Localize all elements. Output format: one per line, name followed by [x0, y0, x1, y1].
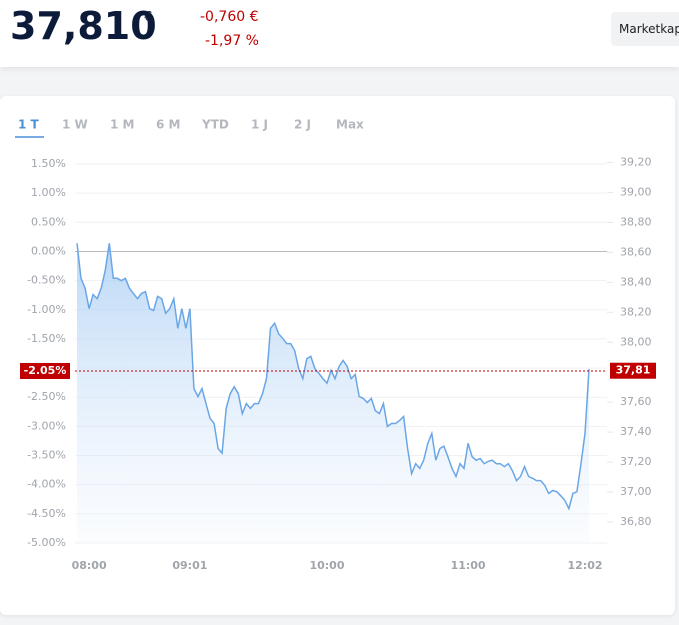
y2-tick-label: 39,20 [620, 156, 652, 169]
x-tick-label: 09:01 [172, 559, 207, 572]
y2-tick-label: 37,40 [620, 425, 652, 438]
current-price-box [610, 362, 656, 379]
y-tick-label: 1.00% [31, 186, 66, 199]
tab[interactable]: Max [336, 118, 364, 132]
market-cap-button[interactable]: Marketkap [611, 12, 679, 46]
y-tick-label: -5.00% [27, 536, 66, 549]
price: 37,810 [10, 4, 157, 48]
price-line [76, 243, 590, 511]
y-tick-label: -0.50% [27, 274, 66, 287]
x-tick-label: 10:00 [309, 559, 344, 572]
x-tick-label: 08:00 [72, 559, 107, 572]
current-price-label: 37,81 [616, 364, 651, 377]
y-tick-label: 1.50% [31, 157, 66, 170]
y2-tick-label: 37,20 [620, 455, 652, 468]
y2-tick-label: 38,80 [620, 215, 652, 228]
y2-tick-label: 39,00 [620, 185, 652, 198]
tab[interactable]: 2 J [294, 118, 311, 132]
y2-tick-label: 36,80 [620, 515, 652, 528]
tab[interactable]: 6 M [156, 118, 180, 132]
y2-tick-label: 38,60 [620, 245, 652, 258]
area [77, 243, 590, 544]
x-tick-label: 11:00 [451, 559, 486, 572]
y2-tick-label: 37,60 [620, 395, 652, 408]
y2-tick-label: 37,00 [620, 485, 652, 498]
y-tick-label: -1.50% [27, 332, 66, 345]
y-tick-label: -4.00% [27, 478, 66, 491]
y-tick-label: -1.00% [27, 303, 66, 316]
y2-tick-label: 38,00 [620, 335, 652, 348]
y-tick-label: -2.50% [27, 390, 66, 403]
y-tick-label: -3.00% [27, 419, 66, 432]
tab[interactable]: 1 T [18, 118, 40, 132]
tab[interactable]: 1 M [110, 118, 134, 132]
tab[interactable]: 1 J [251, 118, 268, 132]
y2-tick-label: 38,20 [620, 305, 652, 318]
y-tick-label: 0.00% [31, 244, 66, 257]
currency: € [144, 10, 153, 25]
y-tick-label: -4.50% [27, 507, 66, 520]
y-tick-label: -3.50% [27, 449, 66, 462]
tab[interactable]: 1 W [62, 118, 88, 132]
x-tick-label: 12:02 [567, 559, 602, 572]
change: -0,760 € [200, 9, 259, 25]
tab[interactable]: YTD [201, 118, 229, 132]
y2-tick-label: 38,40 [620, 275, 652, 288]
change-pct: -1,97 % [205, 33, 259, 49]
current-label: -2.05% [24, 364, 67, 377]
current-label-box [20, 362, 70, 379]
y-tick-label: 0.50% [31, 215, 66, 228]
header: 37,810 € -0,760 € -1,97 % Marketkap [0, 0, 679, 67]
